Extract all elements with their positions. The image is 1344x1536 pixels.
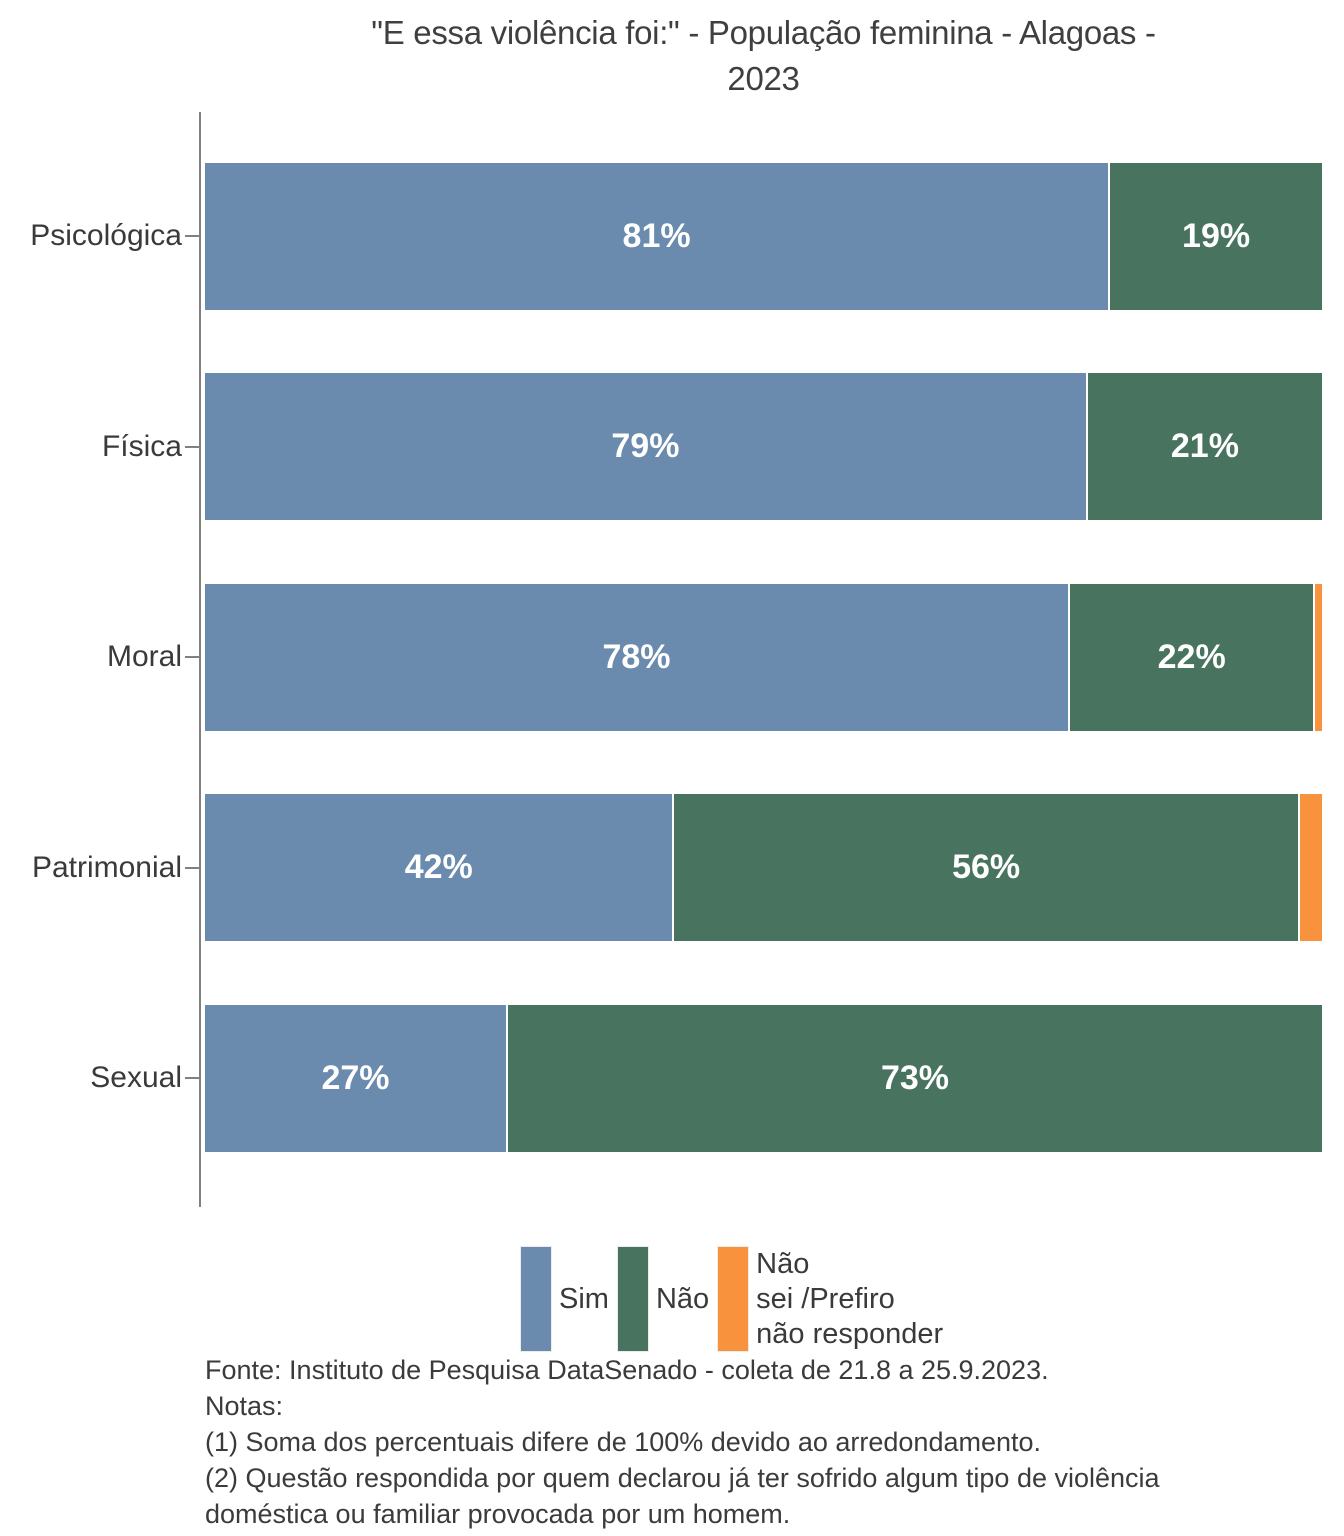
axis-tick	[185, 235, 199, 238]
chart-title: "E essa violência foi:" - População femi…	[205, 10, 1322, 102]
bar-segment-sim: 78%	[205, 583, 1068, 731]
category-label: Sexual	[90, 1061, 182, 1095]
axis-tick	[185, 866, 199, 869]
legend-label-sim: Sim	[559, 1282, 609, 1317]
bar-segment-sim: 79%	[205, 373, 1086, 521]
axis-tick	[185, 1077, 199, 1080]
bar-segment-nao-sei-prefiro-nao-responder	[1313, 583, 1322, 731]
chart-row-psicológica: Psicológica 81% 19%	[0, 131, 1322, 342]
y-axis-line	[199, 112, 201, 1207]
chart-title-line-1: "E essa violência foi:" - População femi…	[371, 14, 1156, 51]
bar-value-label: 22%	[1157, 637, 1226, 676]
bar-segment-nao: 22%	[1067, 583, 1314, 731]
legend: Sim Não Não sei /Prefiro não responder	[520, 1246, 951, 1352]
legend-label-line: Não	[655, 1282, 710, 1315]
stacked-bar: 27% 73%	[205, 1004, 1322, 1152]
note-1: (1) Soma dos percentuais difere de 100% …	[205, 1427, 1042, 1457]
bar-value-label: 19%	[1182, 216, 1251, 255]
bar-value-label: 21%	[1170, 427, 1239, 466]
axis-tick	[185, 656, 199, 659]
bar-segment-nao-sei-prefiro-nao-responder	[1297, 794, 1322, 942]
notes-heading: Notas:	[205, 1391, 284, 1421]
bar-segment-sim: 42%	[205, 794, 673, 942]
category-label: Física	[101, 429, 182, 463]
legend-item-sim: Sim	[520, 1246, 617, 1352]
source-line: Fonte: Instituto de Pesquisa DataSenado …	[205, 1355, 1049, 1385]
note-2-line-2: doméstica ou familiar provocada por um h…	[205, 1499, 791, 1529]
legend-label-line: Sim	[559, 1282, 609, 1315]
legend-swatch-nao-sei-prefiro-nao-responder	[717, 1246, 750, 1352]
bar-value-label: 56%	[952, 848, 1021, 887]
legend-label-line: sei /Prefiro	[756, 1282, 895, 1315]
bar-segment-nao: 21%	[1085, 373, 1322, 521]
legend-label-line: não responder	[756, 1317, 944, 1350]
chart-row-patrimonial: Patrimonial 42% 56%	[0, 763, 1322, 974]
axis-tick	[185, 445, 199, 448]
stacked-bar: 81% 19%	[205, 162, 1322, 310]
legend-label-nao: Não	[656, 1282, 709, 1317]
bar-segment-sim: 27%	[205, 1004, 507, 1152]
category-label: Moral	[106, 640, 182, 674]
axis-tick-zone	[182, 235, 205, 238]
legend-label-line: Não	[756, 1247, 810, 1280]
category-label: Psicológica	[30, 219, 182, 253]
axis-tick-zone	[182, 656, 205, 659]
chart-title-line-2: 2023	[727, 60, 800, 97]
legend-label-nao-sei-prefiro-nao-responder: Não sei /Prefiro não responder	[756, 1247, 943, 1352]
bar-segment-nao: 56%	[672, 794, 1298, 942]
bar-value-label: 27%	[321, 1058, 390, 1097]
bar-segment-nao: 19%	[1108, 162, 1322, 310]
legend-swatch-sim	[520, 1246, 552, 1352]
note-2-line-1: (2) Questão respondida por quem declarou…	[205, 1463, 1160, 1493]
bar-value-label: 73%	[880, 1058, 950, 1097]
bar-value-label: 79%	[611, 427, 680, 466]
legend-item-nao: Não	[616, 1246, 717, 1352]
bar-value-label: 78%	[602, 637, 671, 676]
chart-row-moral: Moral 78% 22%	[0, 552, 1322, 763]
stacked-bar: 42% 56%	[205, 794, 1322, 942]
axis-tick-zone	[182, 445, 205, 448]
bar-value-label: 42%	[404, 848, 473, 887]
bar-value-label: 81%	[622, 216, 691, 255]
legend-swatch-nao	[616, 1246, 649, 1352]
legend-item-nao-sei-prefiro-nao-responder: Não sei /Prefiro não responder	[717, 1246, 951, 1352]
bar-segment-nao: 73%	[506, 1004, 1322, 1152]
category-label: Patrimonial	[31, 850, 182, 884]
axis-tick-zone	[182, 866, 205, 869]
footer-notes: Fonte: Instituto de Pesquisa DataSenado …	[205, 1352, 1335, 1532]
bar-segment-sim: 81%	[205, 162, 1109, 310]
chart-row-física: Física 79% 21%	[0, 342, 1322, 553]
chart-row-sexual: Sexual 27% 73%	[0, 973, 1322, 1184]
stacked-bar: 78% 22%	[205, 583, 1322, 731]
stacked-bar: 79% 21%	[205, 373, 1322, 521]
bar-chart: Psicológica 81% 19% Física 79% 21% Moral 78% 22%…	[0, 131, 1322, 1184]
axis-tick-zone	[182, 1077, 205, 1080]
